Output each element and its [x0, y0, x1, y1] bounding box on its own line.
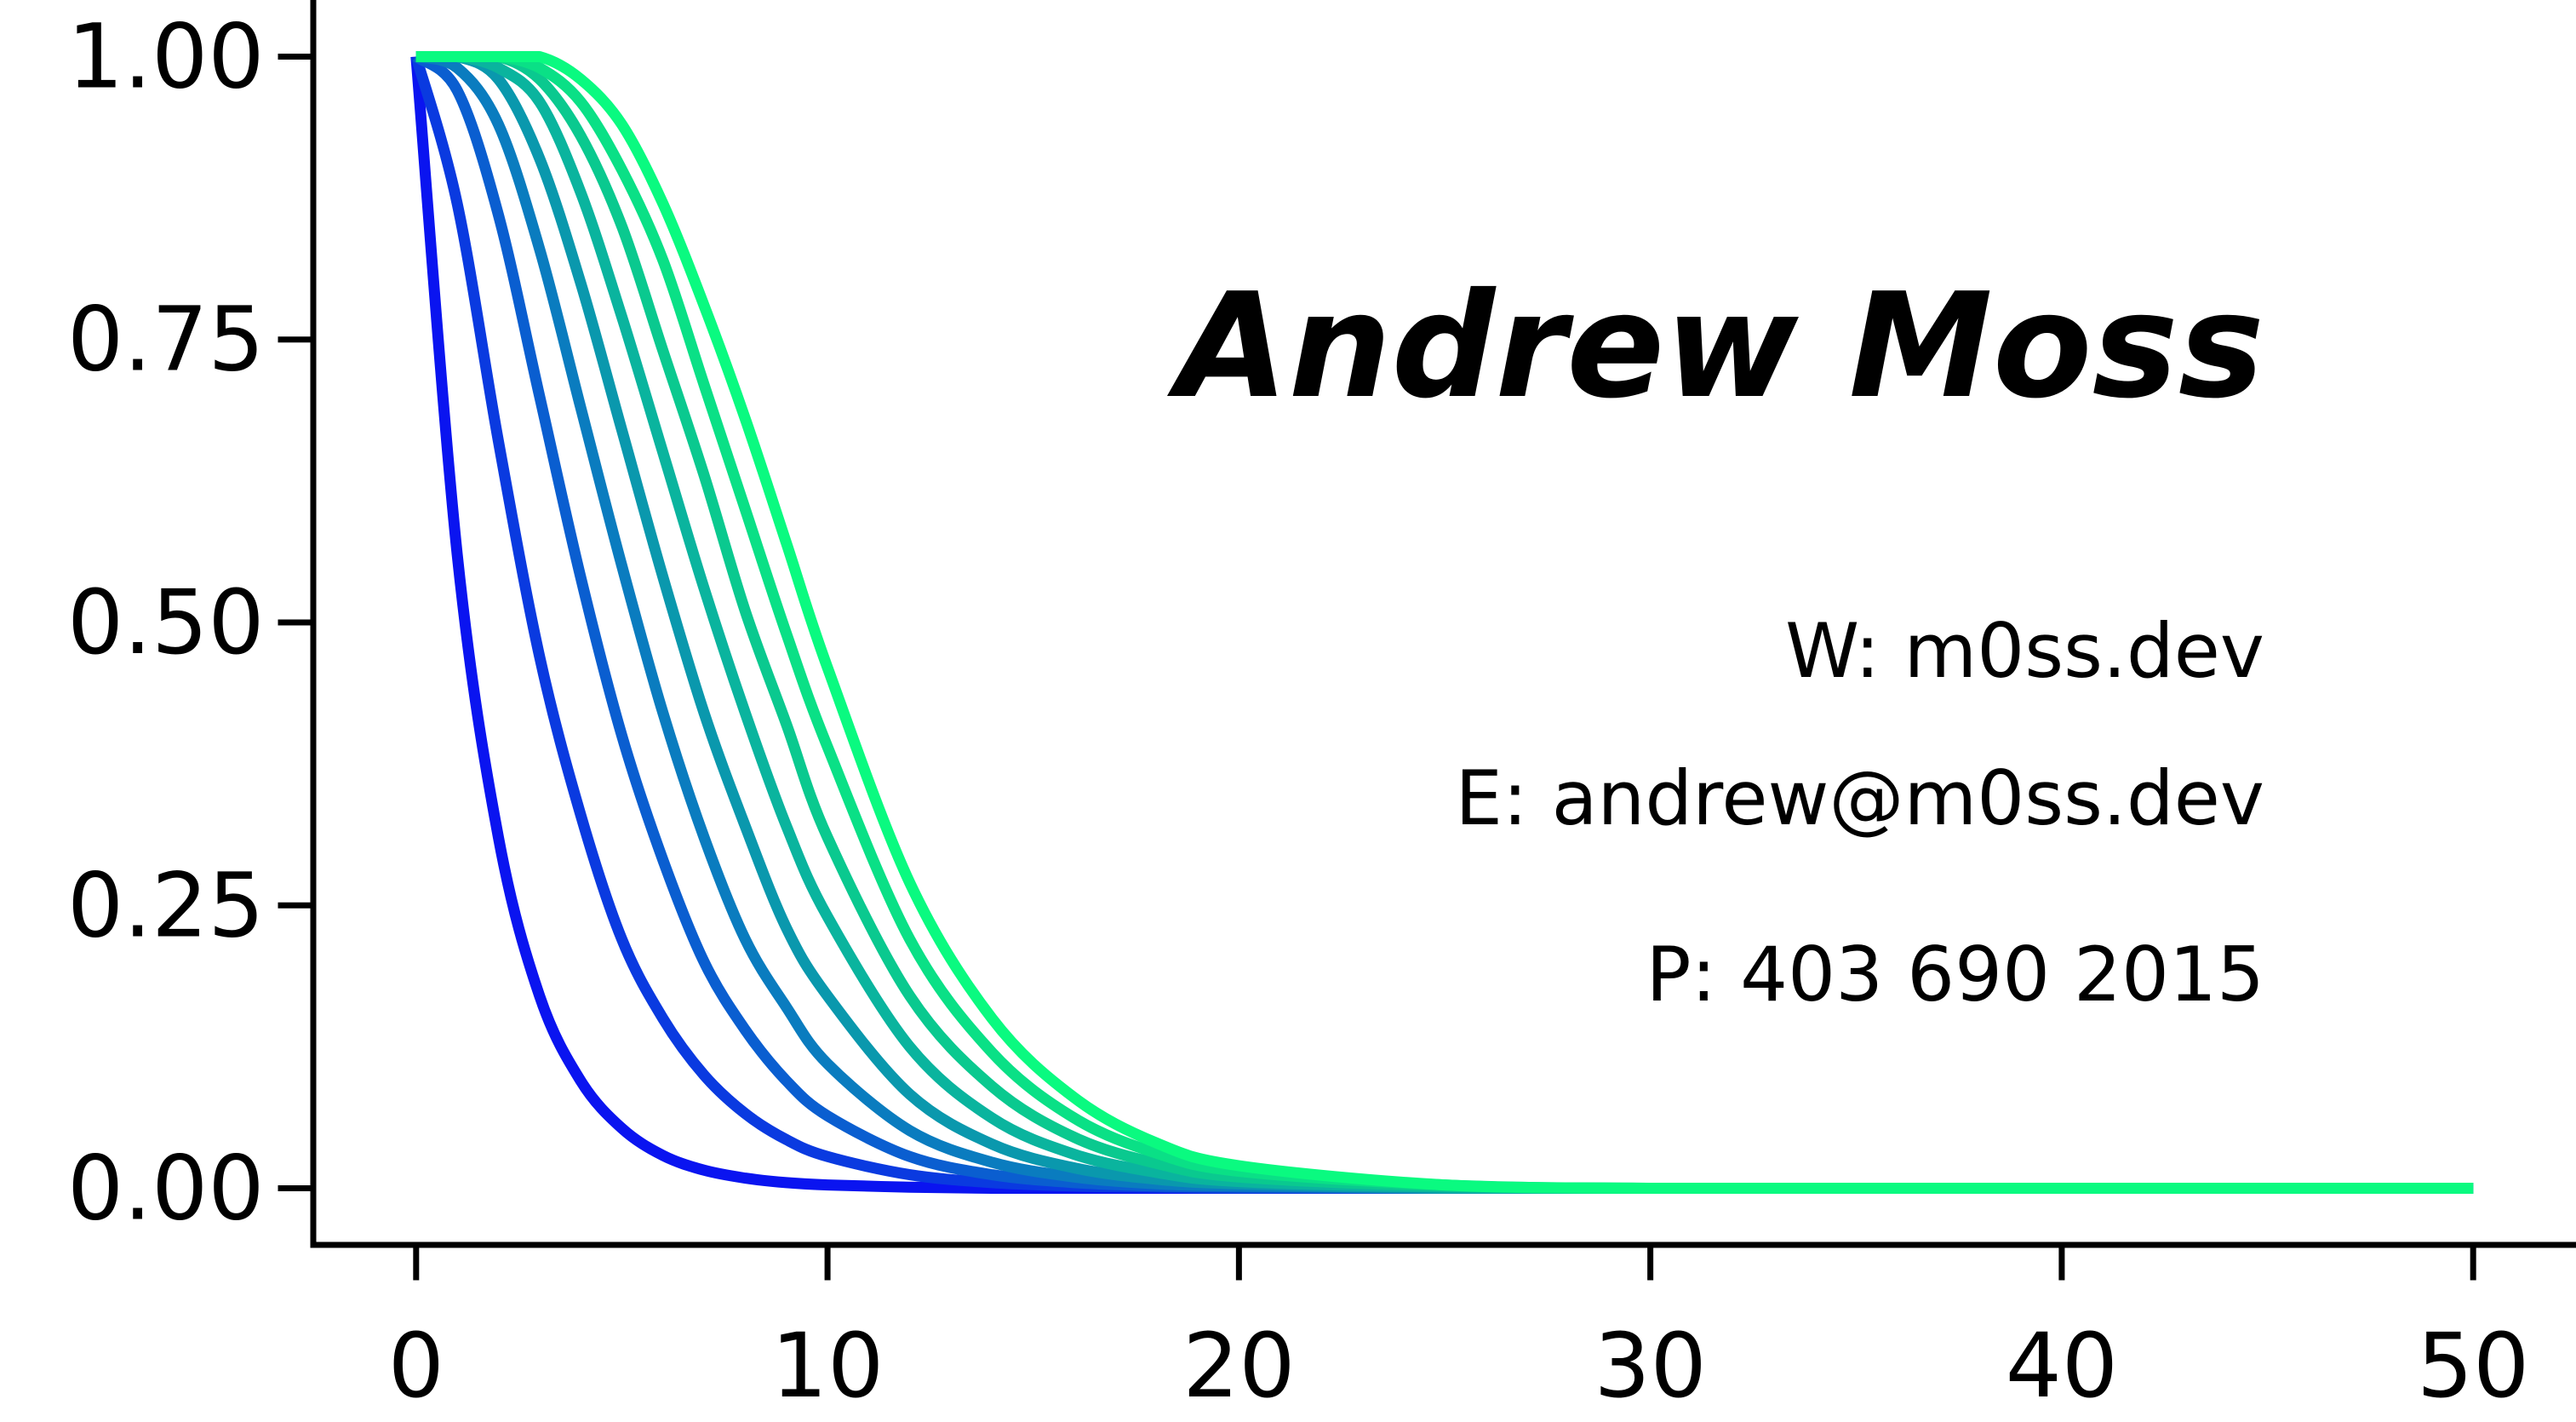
x-tick-label: 20: [1182, 1314, 1295, 1418]
x-tick-label: 40: [2006, 1314, 2118, 1418]
card-text: Andrew Moss W: m0ss.dev E: andrew@m0ss.d…: [1166, 262, 2264, 1018]
ticks: 0.00 0.25 0.50 0.75 1.00 0 10 20 30 40 50: [67, 4, 2529, 1418]
series-layer: [410, 51, 2474, 1195]
y-tick-label: 1.00: [67, 4, 265, 108]
x-tick-label: 0: [388, 1314, 444, 1418]
y-tick-label: 0.00: [67, 1137, 265, 1241]
y-tick-label: 0.25: [67, 853, 265, 957]
card-website: W: m0ss.dev: [1785, 607, 2264, 695]
x-tick-label: 50: [2417, 1314, 2529, 1418]
x-tick-label: 10: [771, 1314, 884, 1418]
series-line-9: [415, 51, 2474, 1195]
x-tick-label: 30: [1594, 1314, 1706, 1418]
card-phone: P: 403 690 2015: [1646, 931, 2264, 1018]
card-name: Andrew Moss: [1166, 262, 2264, 431]
y-tick-label: 0.75: [67, 288, 265, 392]
card-email: E: andrew@m0ss.dev: [1455, 754, 2264, 842]
axes: [310, 0, 2576, 1248]
y-tick-label: 0.50: [67, 571, 265, 674]
